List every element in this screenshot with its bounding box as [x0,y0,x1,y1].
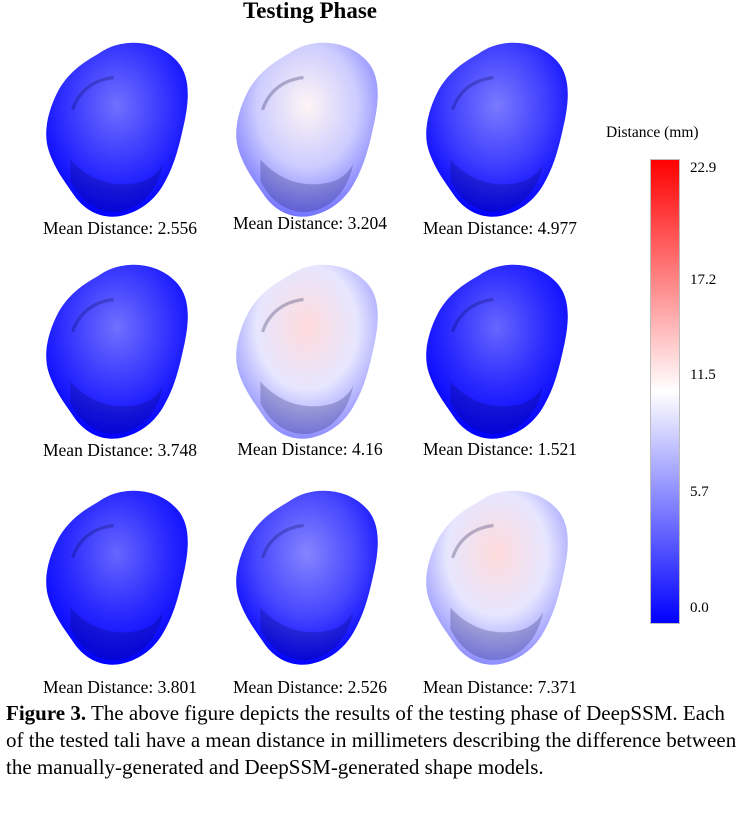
talus-ridge [260,297,304,333]
colorbar-tick: 5.7 [690,484,709,500]
mean-distance-label: Mean Distance: 7.371 [422,677,578,697]
colorbar-title: Distance (mm) [606,124,699,141]
talus-render [210,30,410,235]
figure-caption: Figure 3. The above figure depicts the r… [6,700,744,781]
talus-ridge [70,297,114,333]
talus-shadow [70,381,164,435]
talus-shadow [450,607,544,661]
talus-render [20,30,220,235]
colorbar-tick: 17.2 [690,272,717,288]
talus-shadow [260,381,354,435]
mean-distance-label: Mean Distance: 3.748 [42,440,198,460]
talus-shape-3: Mean Distance: 4.977 [400,30,600,255]
mean-distance-label: Mean Distance: 1.521 [422,439,578,459]
talus-shape-4: Mean Distance: 3.748 [20,252,220,477]
mean-distance-label: Mean Distance: 4.16 [237,439,383,459]
talus-ridge [450,297,494,333]
talus-surface [46,264,188,439]
colorbar-tick-mid: 11.5 [690,367,716,383]
talus-body [46,42,188,217]
talus-render [400,30,600,235]
talus-shape-8: Mean Distance: 2.526 [210,478,410,703]
talus-render [210,252,410,457]
talus-shadow [450,381,544,435]
mean-distance-label: Mean Distance: 3.801 [42,677,198,697]
mean-distance-label: Mean Distance: 3.204 [232,213,388,233]
talus-body [46,264,188,439]
talus-shadow [70,159,164,213]
talus-surface [236,264,378,439]
talus-shape-2: Mean Distance: 3.204 [210,30,410,255]
figure-title: Testing Phase [243,0,377,23]
colorbar-tick-min: 0.0 [690,600,709,616]
talus-surface [426,42,568,217]
talus-shape-6: Mean Distance: 1.521 [400,252,600,477]
figure-caption-text: The above figure depicts the results of … [6,701,737,779]
talus-render [20,478,220,683]
talus-ridge [260,75,304,111]
talus-surface [46,490,188,665]
colorbar [650,159,680,624]
talus-body [426,264,568,439]
colorbar-tick-max: 22.9 [690,160,717,176]
talus-ridge [70,523,114,559]
figure-label: Figure 3. [6,701,87,725]
talus-ridge [450,75,494,111]
talus-shape-5: Mean Distance: 4.16 [210,252,410,477]
talus-render [400,252,600,457]
mean-distance-label: Mean Distance: 2.556 [42,218,198,238]
talus-surface [236,42,378,217]
talus-body [426,42,568,217]
talus-body [236,264,378,439]
talus-surface [426,264,568,439]
talus-shadow [260,159,354,213]
talus-shape-1: Mean Distance: 2.556 [20,30,220,255]
talus-body [236,490,378,665]
talus-shadow [450,159,544,213]
talus-shadow [70,607,164,661]
talus-shape-7: Mean Distance: 3.801 [20,478,220,703]
talus-body [236,42,378,217]
talus-ridge [260,523,304,559]
talus-render [210,478,410,683]
talus-surface [236,490,378,665]
talus-render [20,252,220,457]
talus-surface [46,42,188,217]
talus-shadow [260,607,354,661]
talus-ridge [450,523,494,559]
talus-surface [426,490,568,665]
mean-distance-label: Mean Distance: 2.526 [232,677,388,697]
talus-render [400,478,600,683]
mean-distance-label: Mean Distance: 4.977 [422,218,578,238]
talus-body [426,490,568,665]
talus-body [46,490,188,665]
talus-ridge [70,75,114,111]
talus-shape-9: Mean Distance: 7.371 [400,478,600,703]
